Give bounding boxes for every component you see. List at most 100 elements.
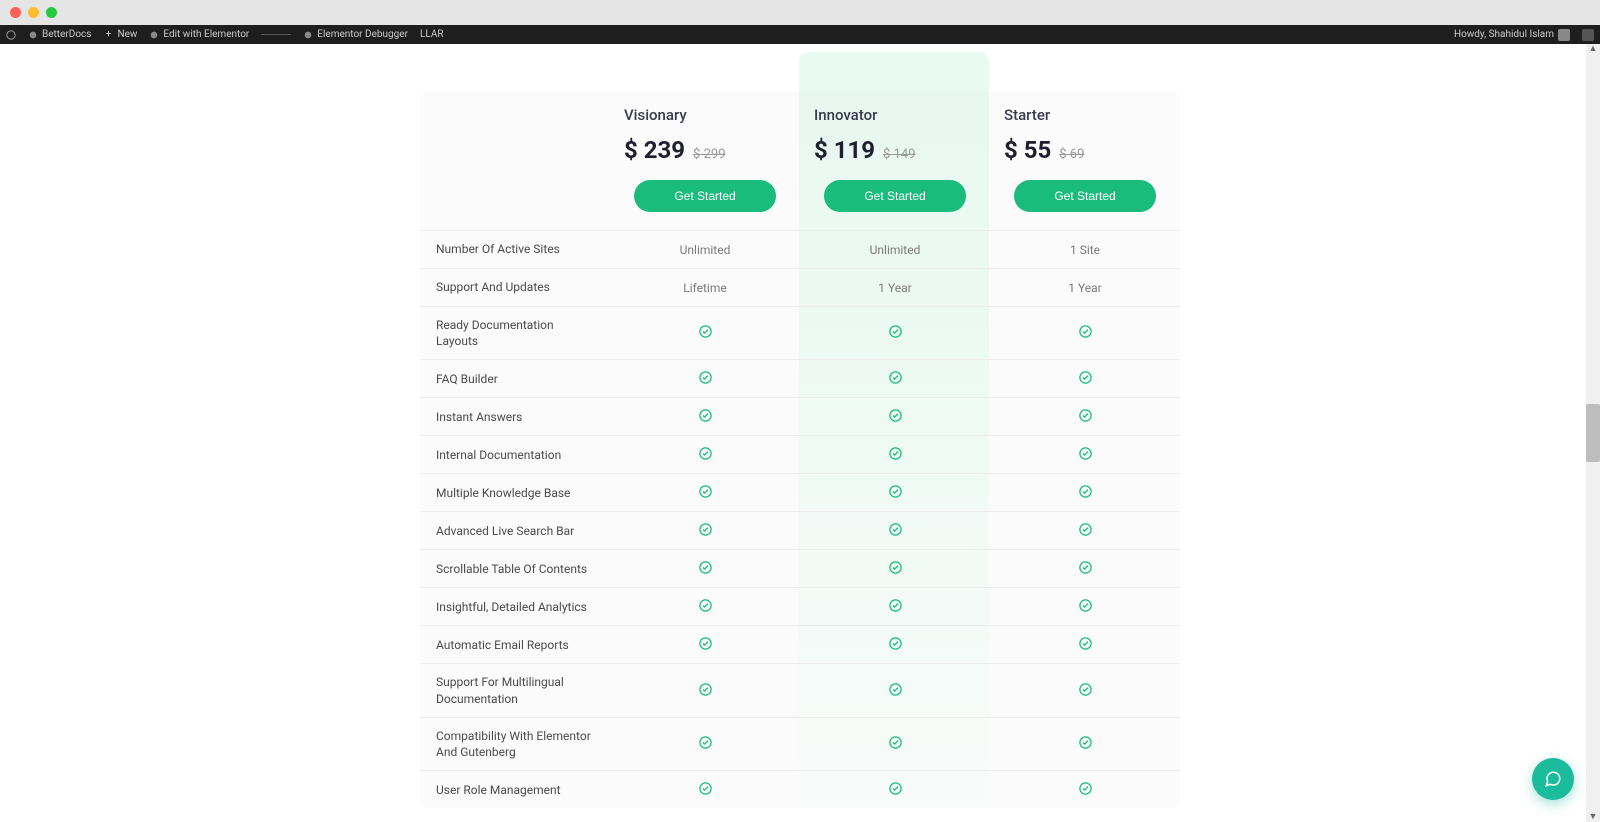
pricing-table: Visionary $ 239 $ 299 Get Started Innova… bbox=[420, 92, 1180, 808]
minimize-window-dot[interactable] bbox=[28, 7, 39, 18]
plan-old-price: $ 299 bbox=[693, 147, 725, 162]
feature-cell bbox=[800, 560, 990, 578]
check-icon bbox=[1078, 484, 1093, 499]
wp-item-label: Edit with Elementor bbox=[163, 29, 249, 40]
close-window-dot[interactable] bbox=[10, 7, 21, 18]
wp-item-label: BetterDocs bbox=[42, 29, 91, 40]
check-icon bbox=[888, 735, 903, 750]
check-icon bbox=[698, 522, 713, 537]
get-started-button[interactable]: Get Started bbox=[824, 180, 966, 212]
feature-cell bbox=[800, 484, 990, 502]
check-icon bbox=[698, 560, 713, 575]
feature-cell bbox=[800, 370, 990, 388]
scrollbar-thumb[interactable] bbox=[1586, 404, 1600, 462]
feature-cell bbox=[800, 522, 990, 540]
feature-label: Insightful, Detailed Analytics bbox=[420, 589, 610, 625]
wp-search-icon[interactable] bbox=[1582, 29, 1594, 41]
wp-howdy-text: Howdy, Shahidul Islam bbox=[1454, 29, 1554, 40]
check-icon bbox=[1078, 636, 1093, 651]
check-icon bbox=[888, 408, 903, 423]
check-icon bbox=[1078, 370, 1093, 385]
wp-betterdocs[interactable]: BetterDocs bbox=[28, 29, 91, 40]
plan-name: Innovator bbox=[810, 106, 980, 124]
check-icon bbox=[1078, 324, 1093, 339]
feature-cell bbox=[610, 408, 800, 426]
check-icon bbox=[698, 408, 713, 423]
get-started-button[interactable]: Get Started bbox=[1014, 180, 1156, 212]
feature-row: Advanced Live Search Bar bbox=[420, 511, 1180, 549]
plan-old-price: $ 69 bbox=[1059, 147, 1084, 162]
feature-cell: 1 Year bbox=[800, 281, 990, 295]
check-icon bbox=[888, 370, 903, 385]
feature-row: Multiple Knowledge Base bbox=[420, 473, 1180, 511]
wp-llar[interactable]: LLAR bbox=[420, 29, 444, 40]
check-icon bbox=[1078, 682, 1093, 697]
check-icon bbox=[888, 560, 903, 575]
feature-cell bbox=[990, 370, 1180, 388]
feature-label: Number Of Active Sites bbox=[420, 231, 610, 267]
feature-cell bbox=[800, 636, 990, 654]
feature-cell bbox=[610, 636, 800, 654]
feature-label: Instant Answers bbox=[420, 399, 610, 435]
wp-item-label: New bbox=[117, 29, 137, 40]
plan-col-innovator: Innovator $ 119 $ 149 Get Started bbox=[800, 106, 990, 212]
feature-label: Scrollable Table Of Contents bbox=[420, 551, 610, 587]
feature-label: Support For Multilingual Documentation bbox=[420, 664, 610, 716]
check-icon bbox=[698, 598, 713, 613]
feature-cell bbox=[610, 682, 800, 700]
plan-price: $ 55 bbox=[1004, 136, 1051, 164]
feature-label: Internal Documentation bbox=[420, 437, 610, 473]
feature-label: Support And Updates bbox=[420, 269, 610, 305]
wp-logo-icon[interactable] bbox=[6, 30, 16, 40]
wp-admin-bar: BetterDocs + New Edit with Elementor Ele… bbox=[0, 25, 1600, 44]
scroll-down-arrow[interactable]: ▼ bbox=[1588, 812, 1598, 822]
scrollbar-track[interactable]: ▲ ▼ bbox=[1586, 44, 1600, 822]
feature-row: Compatibility With Elementor And Gutenbe… bbox=[420, 717, 1180, 770]
check-icon bbox=[888, 484, 903, 499]
feature-cell bbox=[990, 735, 1180, 753]
wp-item-label: Elementor Debugger bbox=[317, 29, 408, 40]
check-icon bbox=[698, 324, 713, 339]
feature-label: Compatibility With Elementor And Gutenbe… bbox=[420, 718, 610, 770]
feature-cell: 1 Year bbox=[990, 281, 1180, 295]
wp-blank-item[interactable] bbox=[261, 34, 291, 35]
feature-row: User Role Management bbox=[420, 770, 1180, 808]
feature-cell bbox=[990, 598, 1180, 616]
check-icon bbox=[888, 682, 903, 697]
wp-howdy[interactable]: Howdy, Shahidul Islam bbox=[1454, 29, 1570, 41]
chat-widget-button[interactable] bbox=[1532, 758, 1574, 800]
check-icon bbox=[888, 324, 903, 339]
feature-row: Internal Documentation bbox=[420, 435, 1180, 473]
feature-cell bbox=[990, 324, 1180, 342]
wp-elementor-debugger[interactable]: Elementor Debugger bbox=[303, 29, 408, 40]
feature-cell bbox=[610, 522, 800, 540]
feature-label: FAQ Builder bbox=[420, 361, 610, 397]
feature-row: Support For Multilingual Documentation bbox=[420, 663, 1180, 716]
check-icon bbox=[888, 522, 903, 537]
feature-cell bbox=[610, 324, 800, 342]
feature-cell bbox=[990, 682, 1180, 700]
feature-cell: 1 Site bbox=[990, 243, 1180, 257]
feature-cell: Unlimited bbox=[610, 243, 800, 257]
feature-row: Support And UpdatesLifetime1 Year1 Year bbox=[420, 268, 1180, 306]
plan-col-starter: Starter $ 55 $ 69 Get Started bbox=[990, 106, 1180, 212]
check-icon bbox=[1078, 560, 1093, 575]
wp-item-label: LLAR bbox=[420, 29, 444, 40]
scroll-up-arrow[interactable]: ▲ bbox=[1588, 44, 1598, 54]
feature-cell bbox=[800, 735, 990, 753]
wp-new[interactable]: + New bbox=[103, 29, 137, 40]
feature-row: Automatic Email Reports bbox=[420, 625, 1180, 663]
feature-row: Insightful, Detailed Analytics bbox=[420, 587, 1180, 625]
check-icon bbox=[888, 781, 903, 796]
maximize-window-dot[interactable] bbox=[46, 7, 57, 18]
pricing-header-row: Visionary $ 239 $ 299 Get Started Innova… bbox=[420, 92, 1180, 230]
check-icon bbox=[698, 781, 713, 796]
feature-cell bbox=[610, 560, 800, 578]
wp-edit-elementor[interactable]: Edit with Elementor bbox=[149, 29, 249, 40]
check-icon bbox=[698, 446, 713, 461]
feature-cell: Lifetime bbox=[610, 281, 800, 295]
feature-cell: Unlimited bbox=[800, 243, 990, 257]
feature-cell bbox=[990, 408, 1180, 426]
feature-cell bbox=[990, 484, 1180, 502]
get-started-button[interactable]: Get Started bbox=[634, 180, 776, 212]
